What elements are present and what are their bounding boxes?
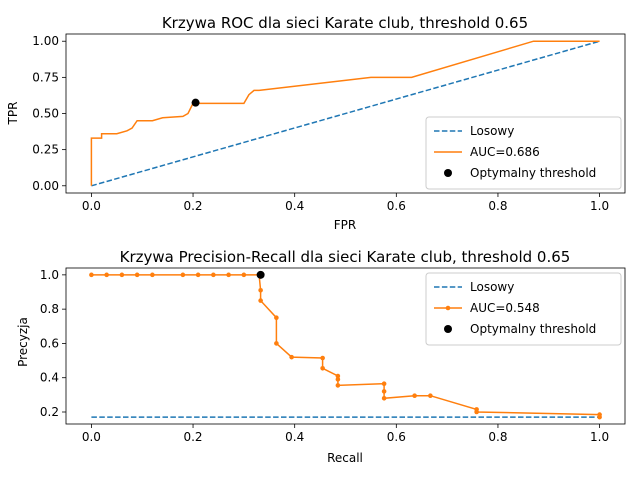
pr-series-point: [335, 373, 341, 379]
pr-xtick-label: 0.0: [82, 430, 101, 444]
pr-legend-box: [425, 272, 622, 346]
roc-xtick-label: 0.6: [387, 199, 406, 213]
pr-ytick-label: 0.6: [40, 336, 59, 350]
roc-chart: Krzywa ROC dla sieci Karate club, thresh…: [6, 14, 626, 232]
roc-legend-label: AUC=0.686: [470, 145, 540, 159]
roc-ytick-label: 0.50: [32, 107, 59, 121]
pr-series-point: [412, 393, 417, 399]
roc-xtick-label: 0.4: [285, 199, 304, 213]
pr-xtick-label: 1.0: [590, 430, 609, 444]
roc-xtick-label: 0.2: [183, 199, 202, 213]
roc-xtick-label: 1.0: [590, 199, 609, 213]
roc-legend-label: Optymalny threshold: [470, 166, 596, 180]
pr-series-point: [335, 377, 341, 382]
roc-ytick-label: 0.75: [32, 70, 59, 84]
pr-series-point: [258, 298, 263, 303]
roc-optimal-point: [191, 98, 200, 107]
pr-xtick-label: 0.4: [285, 430, 304, 444]
pr-series-point: [258, 287, 263, 293]
roc-ylabel: TPR: [6, 102, 20, 126]
pr-series-line-auc: [91, 274, 601, 418]
pr-ylabel: Precyzja: [16, 317, 30, 367]
pr-series-point: [474, 409, 479, 415]
roc-xlabel: FPR: [334, 218, 356, 232]
pr-series-point: [381, 381, 387, 387]
pr-series-point: [381, 395, 387, 401]
pr-xtick-label: 0.6: [387, 430, 406, 444]
pr-ytick-label: 0.2: [40, 405, 59, 419]
roc-ytick-label: 0.25: [32, 143, 59, 157]
pr-legend-label: Losowy: [470, 280, 514, 294]
pr-series-point: [597, 414, 602, 420]
roc-legend-swatch: [444, 169, 452, 177]
roc-series-line-auc: [90, 40, 600, 186]
pr-xtick-label: 0.2: [183, 430, 202, 444]
pr-ytick-label: 0.8: [40, 302, 59, 316]
roc-legend-box: [425, 116, 622, 190]
pr-series-point: [119, 272, 125, 278]
pr-series-point: [104, 272, 109, 278]
pr-title: Krzywa Precision-Recall dla sieci Karate…: [120, 248, 571, 266]
pr-ytick-label: 0.4: [40, 371, 59, 385]
pr-legend-label: AUC=0.548: [470, 301, 540, 315]
pr-series-point: [241, 272, 247, 278]
pr-series-point: [150, 272, 155, 278]
pr-legend: Losowy AUC=0.548 Optymalny threshold: [425, 272, 622, 346]
pr-series-point: [134, 272, 140, 278]
pr-series-point: [89, 272, 94, 278]
pr-legend-swatch: [444, 325, 452, 333]
roc-xtick-label: 0.8: [488, 199, 507, 213]
roc-legend-label: Losowy: [470, 124, 514, 138]
pr-series-point: [335, 383, 341, 388]
pr-series-point: [195, 272, 201, 278]
roc-ytick-label: 0.00: [32, 179, 59, 193]
pr-series-point: [381, 389, 387, 394]
pr-ytick-label: 1.0: [40, 268, 59, 282]
pr-xtick-label: 0.8: [488, 430, 507, 444]
pr-series-point: [180, 272, 186, 278]
pr-series-point: [211, 272, 216, 278]
roc-legend: Losowy AUC=0.686 Optymalny threshold: [425, 116, 622, 190]
pr-series-point: [226, 272, 231, 278]
roc-ytick-label: 1.00: [32, 34, 59, 48]
roc-plot-area: 0.0 0.2 0.4 0.6 0.8 1.0 0.00 0.25 0.50 0.75 1.00 Lo…: [32, 33, 626, 213]
pr-xlabel: Recall: [327, 451, 363, 465]
pr-chart: Krzywa Precision-Recall dla sieci Karate…: [16, 248, 626, 465]
roc-title: Krzywa ROC dla sieci Karate club, thresh…: [162, 14, 528, 32]
pr-series-point: [320, 365, 325, 371]
pr-series-point: [274, 315, 279, 321]
pr-series-point: [428, 393, 433, 399]
pr-optimal-point: [256, 270, 265, 279]
roc-xtick-label: 0.0: [82, 199, 101, 213]
roc-series-line-random: [91, 40, 600, 187]
pr-plot-area: 0.0 0.2 0.4 0.6 0.8 1.0 0.2 0.4 0.6 0.8 1.0 Losowy A…: [40, 267, 626, 444]
pr-series-point: [320, 355, 325, 361]
pr-legend-label: Optymalny threshold: [470, 322, 596, 336]
pr-legend-swatch-marker: [445, 305, 451, 311]
pr-axes-frame: [65, 267, 626, 425]
pr-series-point: [289, 354, 294, 360]
pr-series-point: [274, 341, 279, 346]
